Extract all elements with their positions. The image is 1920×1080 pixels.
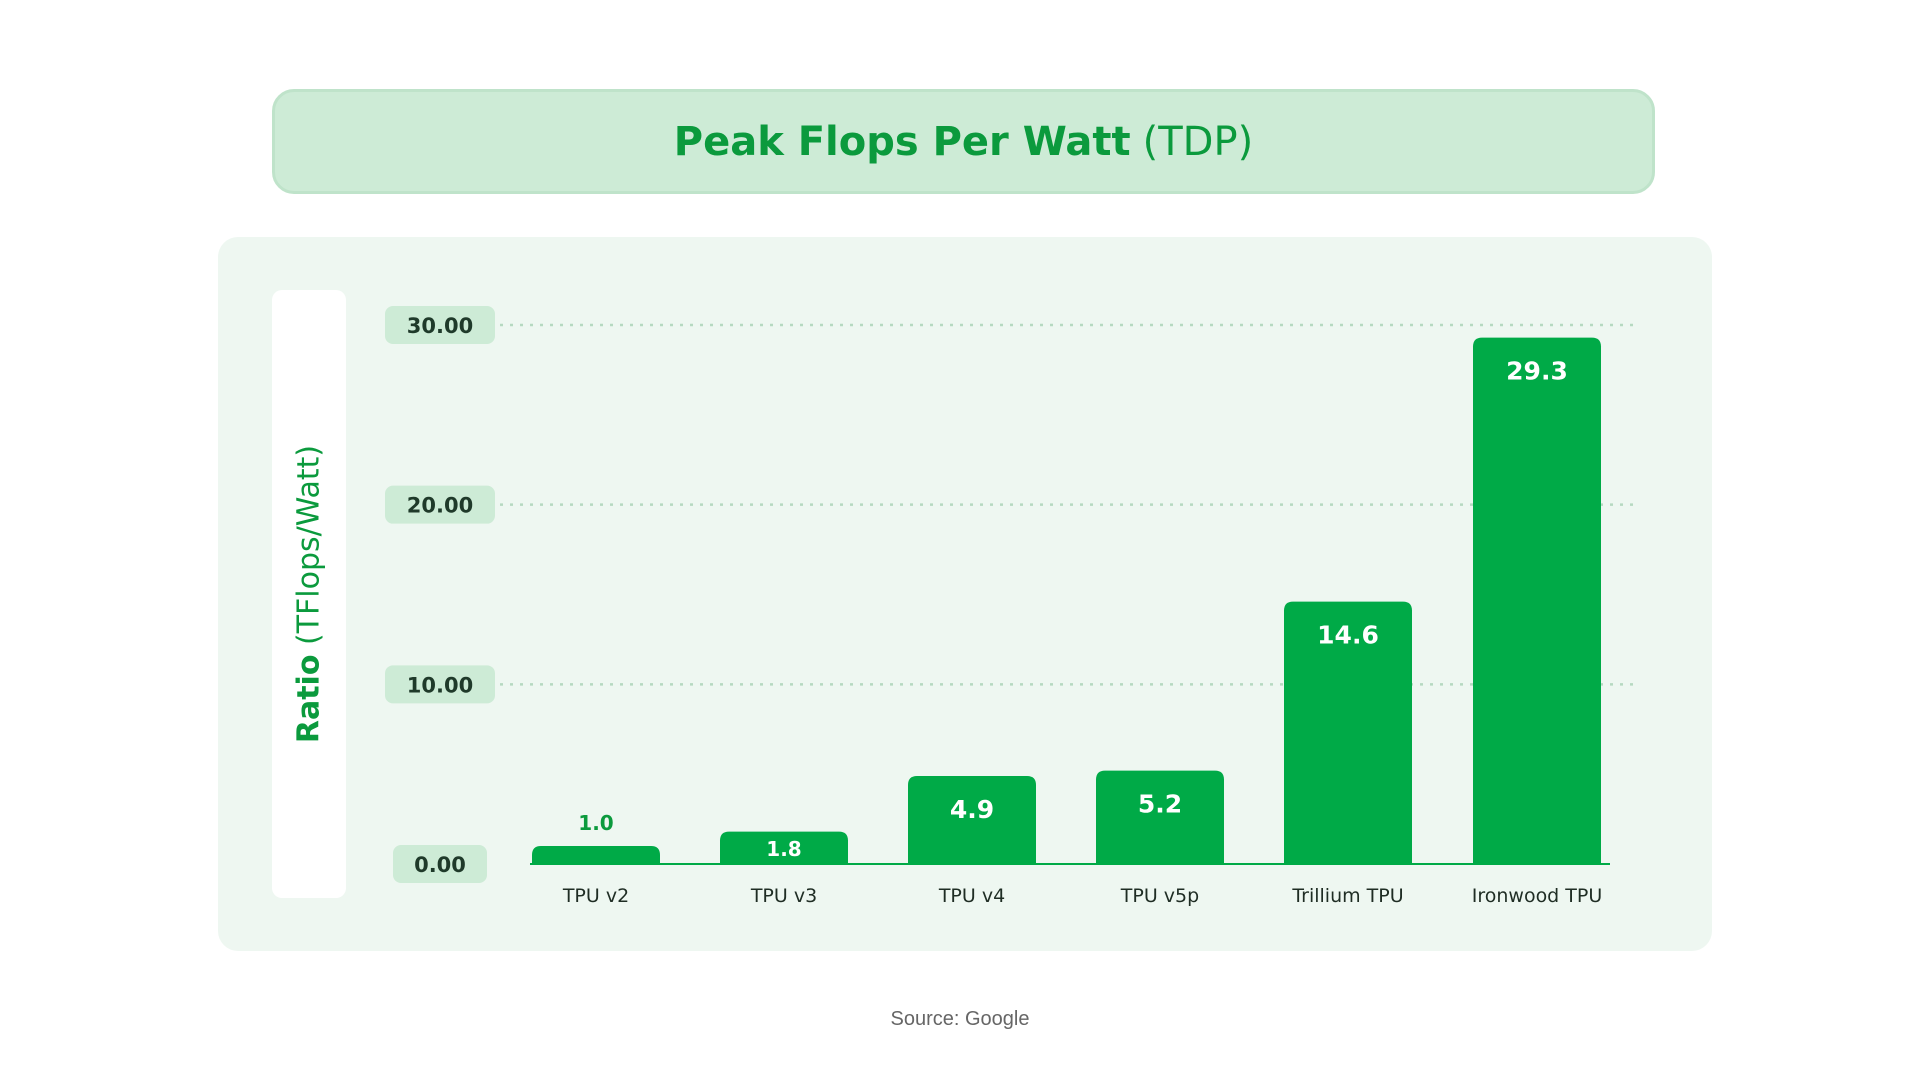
y-tick-label: 30.00 xyxy=(407,314,473,338)
bar xyxy=(532,846,660,864)
y-tick-pill xyxy=(385,665,495,704)
x-tick-label: TPU v2 xyxy=(562,885,629,907)
bar xyxy=(720,831,848,864)
bar-value-label: 1.8 xyxy=(766,837,801,861)
bar-value-label: 14.6 xyxy=(1317,621,1379,650)
chart-title-suffix: (TDP) xyxy=(1142,118,1254,165)
bar-value-label: 4.9 xyxy=(950,795,994,824)
bar-value-label: 29.3 xyxy=(1506,357,1568,386)
x-tick-label: Trillium TPU xyxy=(1291,885,1403,907)
y-tick-label: 20.00 xyxy=(407,494,473,518)
x-tick-label: Ironwood TPU xyxy=(1472,885,1603,907)
y-tick-pill xyxy=(385,485,495,524)
x-tick-label: TPU v5p xyxy=(1120,885,1199,907)
y-axis-label-box xyxy=(272,290,346,898)
bar xyxy=(1284,601,1412,864)
chart-title-main: Peak Flops Per Watt xyxy=(673,118,1131,165)
x-tick-label: TPU v3 xyxy=(750,885,817,907)
x-tick-label: TPU v4 xyxy=(938,885,1005,907)
y-tick-pill xyxy=(393,845,487,883)
bar xyxy=(1473,337,1601,864)
bar xyxy=(1096,770,1224,864)
chart-title: Peak Flops Per Watt (TDP) xyxy=(272,89,1655,194)
y-tick-label: 10.00 xyxy=(407,673,473,697)
bar-value-label: 5.2 xyxy=(1138,790,1182,819)
source-note: Source: Google xyxy=(890,1008,1030,1030)
y-tick-label: 0.00 xyxy=(414,853,466,877)
bar-value-label: 1.0 xyxy=(578,811,613,835)
bar xyxy=(908,775,1036,864)
y-tick-pill xyxy=(385,306,495,344)
